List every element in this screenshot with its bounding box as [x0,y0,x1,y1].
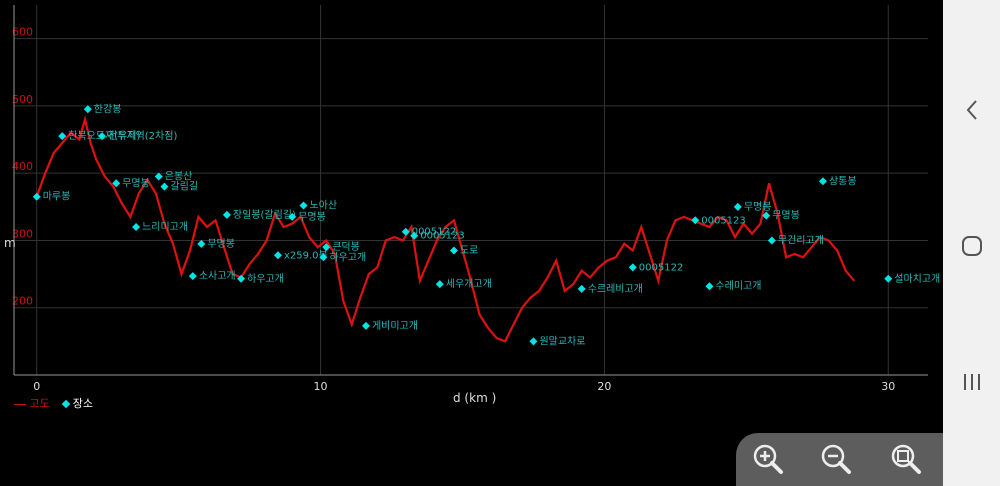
place-label: 설마치고개 [894,273,940,285]
home-button[interactable] [943,226,1000,266]
place-marker [154,172,163,181]
place-marker [319,253,328,262]
legend-altitude-label: 고도 [29,397,50,410]
place-label: 하우고개 [329,250,366,263]
place-label: 장일봉(갈림길) [233,208,296,221]
place-marker [884,274,893,283]
place-marker [705,282,714,291]
place-marker [288,212,297,221]
place-marker [197,239,206,248]
place-marker [222,210,231,219]
place-marker [818,177,827,186]
zoom-fit-icon[interactable] [888,441,924,477]
place-label: 원말교차로 [539,335,585,347]
place-label: 소사고개 [199,270,236,282]
place-label: x259.0봉 [284,249,328,261]
place-marker [691,216,700,225]
legend: 고도 장소 [14,395,93,411]
place-marker [449,246,458,255]
place-label: 큰덕봉 [332,241,360,253]
legend-place-label: 장소 [72,397,93,410]
recents-button[interactable] [943,362,1000,402]
legend-place-swatch [62,399,71,409]
place-label: 느리미고개 [142,221,188,233]
y-axis-title: m [4,236,16,250]
y-tick-label: 500 [12,93,33,106]
place-label: 수르레비고개 [588,283,643,295]
place-label: 전투지역(2차점) [108,130,177,142]
place-label: 은봉산 [165,171,193,183]
place-label: 도로 [460,246,478,257]
place-label: 무명봉 [122,177,150,189]
place-marker [97,132,106,141]
y-tick-label: 200 [12,295,33,308]
elevation-line [35,115,856,343]
place-label: 무건리고개 [778,234,824,246]
place-marker [273,251,282,260]
place-marker [322,243,331,252]
place-marker [112,179,121,188]
place-label: 세우개고개 [446,278,492,290]
place-marker [401,227,410,236]
place-marker [767,236,776,245]
chevron-left-icon [966,100,977,120]
place-label: 상통봉 [829,175,857,187]
place-label: 무명봉 [298,211,326,223]
place-marker [237,274,246,283]
place-marker [160,182,169,191]
place-label: 게비미고개 [372,320,418,332]
place-marker [577,284,586,293]
place-label: 수레미고개 [715,280,761,292]
place-label: 무명봉 [744,201,772,213]
circle-home-icon [961,236,982,256]
place-marker [188,272,197,281]
x-axis-title: d (km ) [453,391,497,405]
place-label: 하우고개 [247,272,284,285]
zoom-out-icon[interactable] [818,441,854,477]
place-label: 무명봉 [772,210,800,222]
x-tick-label: 10 [314,380,328,393]
place-marker [299,201,308,210]
y-tick-label: 300 [12,227,33,240]
system-navigation-bar [943,0,1000,486]
zoom-in-icon[interactable] [750,441,786,477]
place-label: 0005123 [420,231,465,242]
place-label: 0005123 [701,215,746,226]
legend-line-swatch [14,403,26,405]
place-label: 갈림길 [170,180,198,193]
place-marker [529,337,538,346]
place-marker [32,192,41,201]
place-marker [435,280,444,289]
place-marker [83,105,92,114]
place-label: 무명봉 [207,238,235,250]
place-marker [410,231,419,240]
place-label: 0005122 [639,262,684,273]
back-button[interactable] [943,90,1000,130]
place-marker [762,211,771,220]
place-marker [361,321,370,330]
place-label: 0005122 [412,227,457,238]
place-label: 노아산 [310,199,338,211]
zoom-controls [736,433,943,486]
x-tick-label: 20 [597,380,611,393]
place-label: 한강봉 [94,103,122,115]
y-tick-label: 400 [12,160,33,173]
place-label: 마루봉 [43,191,71,203]
x-tick-label: 30 [881,380,895,393]
recents-icon [963,374,980,390]
place-marker [58,132,67,141]
y-tick-label: 600 [12,26,33,39]
place-marker [733,202,742,211]
place-marker [132,223,141,231]
place-marker [628,263,637,272]
x-tick-label: 0 [33,380,40,393]
